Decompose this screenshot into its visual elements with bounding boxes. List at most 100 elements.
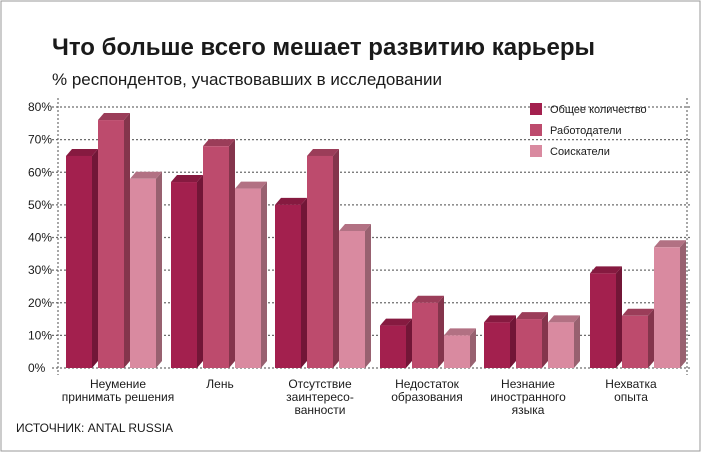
bar-front	[171, 182, 197, 368]
bar-top	[307, 148, 339, 156]
legend-label: Соискатели	[550, 146, 610, 158]
legend-label: Общее количество	[550, 104, 647, 116]
bar-front	[339, 230, 365, 368]
bar-side	[92, 148, 98, 368]
y-tick-label: 80%	[28, 100, 52, 114]
x-category-label: принимать решения	[62, 390, 174, 404]
bar	[339, 223, 371, 368]
bar	[275, 197, 307, 368]
bar	[444, 328, 476, 368]
bar-top	[98, 113, 130, 121]
chart-subtitle: % респондентов, участвовавших в исследов…	[52, 70, 442, 89]
bar-side	[333, 148, 339, 368]
bar-top	[516, 312, 548, 320]
bar-front	[590, 273, 616, 368]
bar	[484, 315, 516, 368]
bar-top	[235, 181, 267, 189]
bar-top	[412, 295, 444, 303]
y-tick-label: 60%	[28, 165, 52, 179]
bar	[590, 266, 622, 368]
y-tick-label: 40%	[28, 231, 52, 245]
bar-side	[156, 171, 162, 368]
bar-front	[444, 335, 470, 368]
bar-front	[98, 120, 124, 368]
x-category-label: Отсутствие	[288, 377, 352, 391]
bar-side	[616, 266, 622, 368]
x-category-label: иностранного	[490, 390, 566, 404]
bar-side	[365, 223, 371, 368]
bar-side	[438, 295, 444, 368]
y-tick-label: 0%	[28, 361, 46, 375]
bar	[98, 113, 130, 368]
x-category-label: Нехватка	[605, 377, 657, 391]
bar-front	[548, 322, 574, 368]
bar	[171, 175, 203, 368]
bar-front	[307, 155, 333, 368]
y-tick-label: 70%	[28, 133, 52, 147]
bar-side	[470, 328, 476, 368]
x-category-label: образования	[391, 390, 463, 404]
bar	[307, 148, 339, 368]
bar-front	[275, 204, 301, 368]
bar-front	[380, 325, 406, 368]
legend-swatch	[530, 145, 542, 157]
bar-side	[542, 312, 548, 368]
x-category-label: Неумение	[90, 377, 146, 391]
bar-side	[261, 181, 267, 368]
bar-front	[66, 155, 92, 368]
bar-side	[680, 240, 686, 368]
bar	[235, 181, 267, 368]
bar-side	[510, 315, 516, 368]
bar-top	[590, 266, 622, 274]
bar-top	[484, 315, 516, 323]
bar-side	[406, 318, 412, 368]
bar	[203, 139, 235, 368]
bar-top	[548, 315, 580, 323]
y-tick-label: 30%	[28, 263, 52, 277]
x-category-label: Лень	[206, 377, 233, 391]
x-category-label: ванности	[294, 403, 345, 417]
bar-top	[444, 328, 476, 336]
bar-front	[654, 247, 680, 368]
chart-title: Что больше всего мешает развитию карьеры	[52, 34, 595, 61]
bar-side	[197, 175, 203, 368]
legend-swatch	[530, 124, 542, 136]
x-category-label: Незнание	[501, 377, 555, 391]
bar-side	[229, 139, 235, 368]
legend: Общее количество Работодатели Соискатели	[530, 103, 647, 158]
bar-front	[203, 146, 229, 368]
bar	[654, 240, 686, 368]
bars	[66, 113, 686, 368]
bar-front	[412, 302, 438, 368]
bar-top	[130, 171, 162, 179]
bar	[412, 295, 444, 368]
source-note: ИСТОЧНИК: ANTAL RUSSIA	[16, 421, 173, 435]
bar-side	[648, 308, 654, 368]
y-axis: 0% 10% 20% 30% 40% 50% 60% 70% 80%	[28, 100, 52, 375]
y-tick-label: 20%	[28, 296, 52, 310]
x-category-label: заинтересо-	[286, 390, 354, 404]
bar	[380, 318, 412, 368]
bar-side	[124, 113, 130, 368]
bar-front	[622, 315, 648, 368]
bar-top	[380, 318, 412, 326]
y-tick-label: 10%	[28, 328, 52, 342]
bar-top	[654, 240, 686, 248]
x-category-label: языка	[512, 403, 545, 417]
y-tick-label: 50%	[28, 198, 52, 212]
bar-top	[171, 175, 203, 183]
bar-top	[275, 197, 307, 205]
bar	[548, 315, 580, 368]
bar	[66, 148, 98, 368]
bar-front	[130, 178, 156, 368]
bar-side	[574, 315, 580, 368]
x-category-label: опыта	[614, 390, 648, 404]
bar-top	[339, 223, 371, 231]
bar-top	[66, 148, 98, 156]
bar-side	[301, 197, 307, 368]
bar-top	[203, 139, 235, 147]
bar-front	[484, 322, 510, 368]
bar-front	[235, 188, 261, 368]
